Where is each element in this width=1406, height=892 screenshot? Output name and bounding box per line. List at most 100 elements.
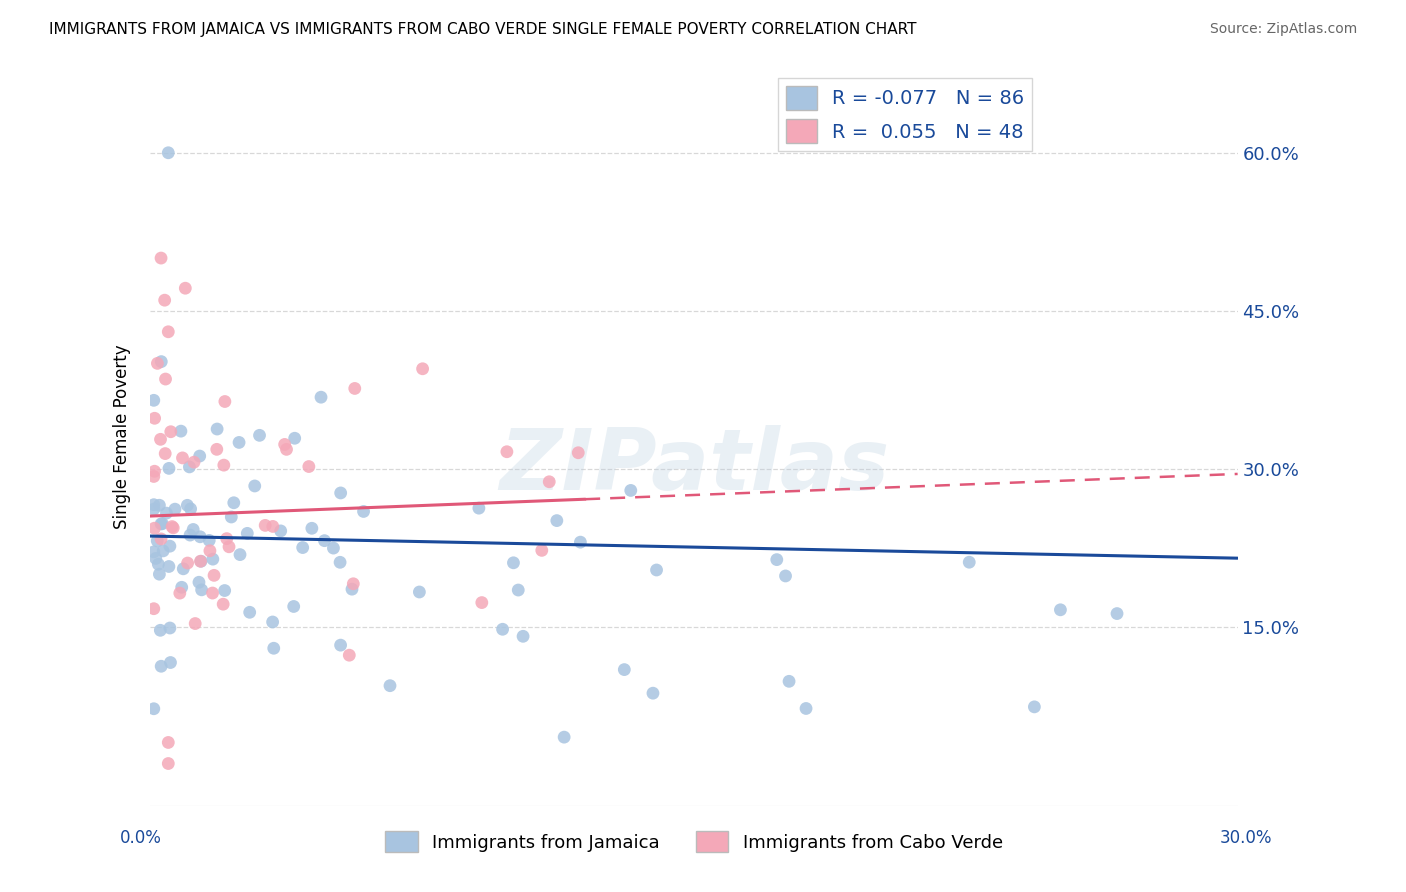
Point bbox=[239, 605, 262, 619]
Point bbox=[142, 469, 165, 483]
Point bbox=[329, 486, 352, 500]
Point bbox=[150, 516, 173, 531]
Legend: R = -0.077   N = 86, R =  0.055   N = 48: R = -0.077 N = 86, R = 0.055 N = 48 bbox=[778, 78, 1032, 151]
Point bbox=[179, 528, 201, 542]
Point bbox=[221, 510, 243, 524]
Point bbox=[148, 558, 170, 572]
Text: 30.0%: 30.0% bbox=[1220, 829, 1272, 847]
Point bbox=[188, 575, 211, 590]
Point bbox=[148, 498, 170, 512]
Point bbox=[190, 554, 212, 568]
Text: 0.0%: 0.0% bbox=[120, 829, 162, 847]
Point bbox=[184, 616, 207, 631]
Point bbox=[270, 524, 292, 538]
Point bbox=[353, 504, 375, 518]
Point bbox=[284, 431, 307, 445]
Point bbox=[183, 455, 205, 469]
Point bbox=[567, 446, 589, 460]
Point bbox=[145, 551, 167, 566]
Point bbox=[273, 437, 295, 451]
Point bbox=[222, 496, 245, 510]
Point bbox=[172, 562, 194, 576]
Point bbox=[408, 585, 430, 599]
Point bbox=[205, 442, 228, 457]
Point bbox=[157, 756, 180, 771]
Point bbox=[508, 582, 530, 597]
Point bbox=[170, 580, 193, 594]
Point bbox=[1049, 603, 1071, 617]
Point bbox=[262, 519, 284, 533]
Point bbox=[765, 552, 787, 566]
Point bbox=[155, 506, 177, 520]
Point bbox=[157, 559, 180, 574]
Point bbox=[159, 656, 181, 670]
Point bbox=[202, 568, 225, 582]
Point bbox=[174, 281, 197, 295]
Point bbox=[553, 730, 575, 744]
Point bbox=[201, 586, 224, 600]
Point bbox=[243, 479, 266, 493]
Point bbox=[215, 532, 238, 546]
Point bbox=[322, 541, 344, 555]
Point bbox=[157, 461, 180, 475]
Point bbox=[276, 442, 298, 457]
Point bbox=[337, 648, 360, 663]
Point bbox=[159, 425, 181, 439]
Point bbox=[170, 424, 193, 438]
Point bbox=[378, 679, 401, 693]
Text: IMMIGRANTS FROM JAMAICA VS IMMIGRANTS FROM CABO VERDE SINGLE FEMALE POVERTY CORR: IMMIGRANTS FROM JAMAICA VS IMMIGRANTS FR… bbox=[49, 22, 917, 37]
Point bbox=[198, 533, 221, 548]
Point bbox=[236, 526, 259, 541]
Point bbox=[491, 622, 513, 636]
Point bbox=[502, 556, 524, 570]
Point bbox=[176, 556, 198, 570]
Point bbox=[530, 543, 553, 558]
Point bbox=[142, 601, 165, 615]
Point bbox=[340, 582, 363, 596]
Point bbox=[188, 449, 211, 463]
Point bbox=[163, 502, 186, 516]
Point bbox=[254, 518, 277, 533]
Point bbox=[162, 521, 184, 535]
Point bbox=[538, 475, 561, 489]
Point bbox=[190, 554, 212, 568]
Point bbox=[150, 532, 173, 546]
Point bbox=[142, 393, 165, 408]
Text: Source: ZipAtlas.com: Source: ZipAtlas.com bbox=[1209, 22, 1357, 37]
Point bbox=[188, 530, 211, 544]
Point bbox=[157, 735, 180, 749]
Point bbox=[214, 394, 236, 409]
Point bbox=[172, 450, 194, 465]
Point bbox=[342, 576, 364, 591]
Point bbox=[343, 381, 366, 395]
Point bbox=[198, 543, 221, 558]
Point bbox=[329, 638, 352, 652]
Point bbox=[569, 535, 592, 549]
Point bbox=[263, 641, 285, 656]
Point bbox=[169, 586, 191, 600]
Point bbox=[468, 501, 491, 516]
Point bbox=[180, 501, 202, 516]
Point bbox=[146, 356, 169, 370]
Point bbox=[645, 563, 668, 577]
Point bbox=[1024, 699, 1046, 714]
Point bbox=[957, 555, 980, 569]
Point bbox=[142, 545, 165, 559]
Point bbox=[142, 702, 165, 716]
Point bbox=[778, 674, 800, 689]
Y-axis label: Single Female Poverty: Single Female Poverty bbox=[114, 345, 131, 529]
Point bbox=[142, 502, 165, 516]
Point bbox=[201, 552, 224, 566]
Point bbox=[496, 444, 519, 458]
Point bbox=[181, 523, 204, 537]
Point bbox=[228, 435, 250, 450]
Point bbox=[329, 555, 352, 569]
Point bbox=[262, 615, 284, 629]
Point bbox=[471, 596, 494, 610]
Point bbox=[212, 597, 235, 611]
Point bbox=[620, 483, 643, 498]
Point bbox=[143, 521, 166, 535]
Point bbox=[150, 516, 173, 531]
Point bbox=[298, 459, 321, 474]
Point bbox=[143, 411, 166, 425]
